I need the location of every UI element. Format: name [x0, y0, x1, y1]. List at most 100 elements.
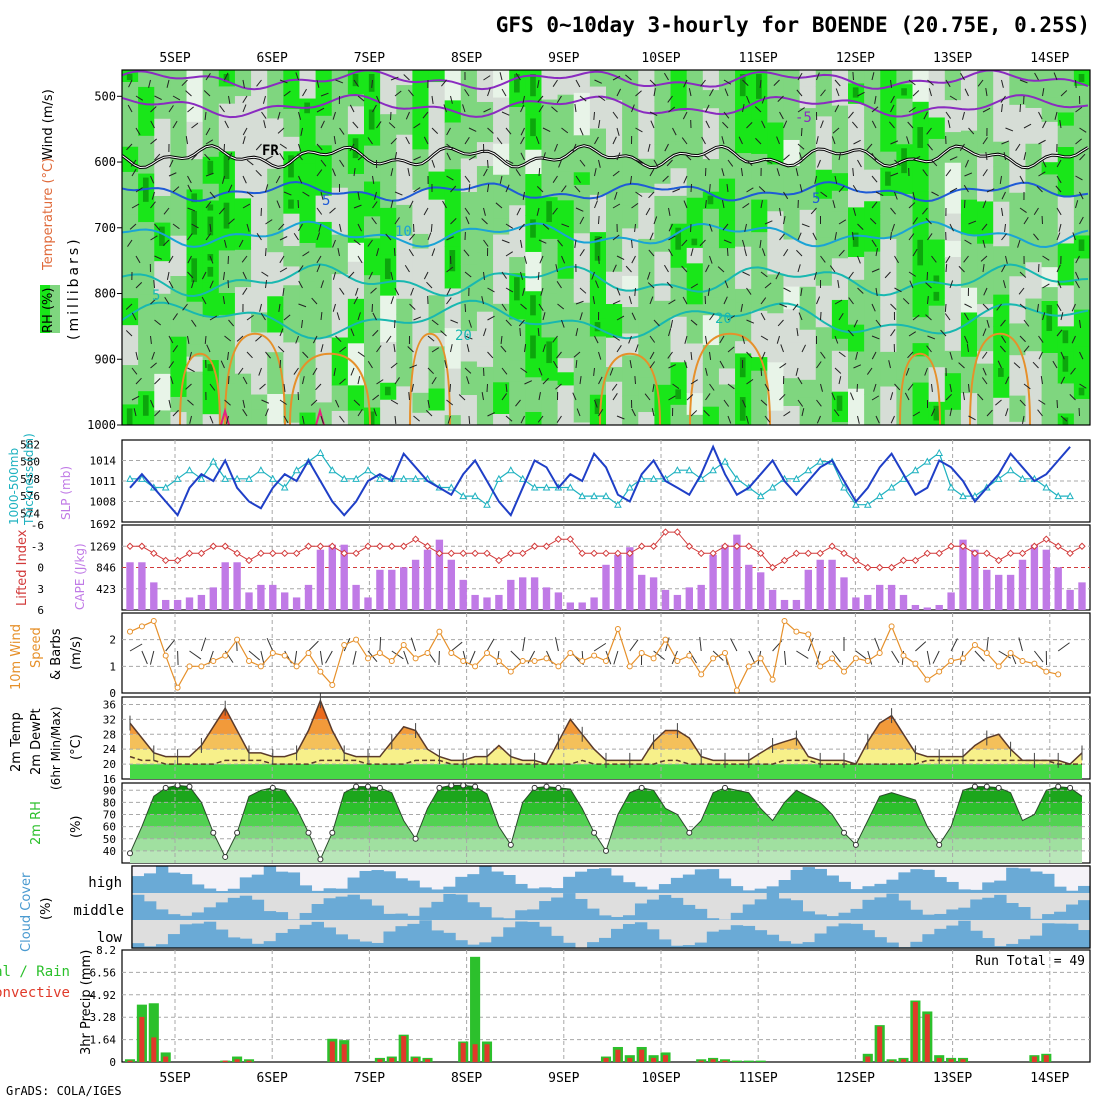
wind-barb	[986, 319, 990, 328]
wind-barbs-layer	[125, 71, 1087, 425]
wind-barb	[279, 328, 284, 337]
wind-barb	[135, 187, 143, 193]
wind-barb	[651, 408, 655, 417]
wind-barb	[593, 111, 595, 121]
cape-bar	[126, 562, 134, 610]
wind-barb	[205, 73, 211, 81]
wind-barb	[594, 236, 603, 241]
rh-cell	[977, 201, 994, 245]
rh-cell	[154, 373, 171, 412]
rh-cell	[670, 110, 688, 127]
wind-barb	[393, 344, 396, 353]
thickness-point	[721, 457, 729, 465]
wind10m-barb	[915, 641, 927, 652]
precip-convective-bar	[900, 1059, 907, 1062]
cloud-cell	[958, 889, 971, 893]
cloud-cell	[778, 941, 792, 948]
wind-barb	[612, 136, 617, 145]
wind-barb	[764, 282, 772, 289]
rh-cell	[525, 149, 543, 175]
cloud-cell	[275, 912, 289, 920]
wind-barb	[353, 79, 359, 87]
cape-bar	[721, 544, 729, 610]
wind-barb	[848, 271, 854, 279]
wind-barb	[761, 351, 766, 360]
rh-cell	[283, 136, 301, 152]
wind-barb	[279, 153, 285, 161]
cloud-cell	[706, 931, 720, 948]
wind-barb	[727, 346, 735, 353]
rh-point	[841, 829, 847, 836]
rh-point	[507, 841, 514, 848]
cloud-cell	[1030, 918, 1043, 920]
wind-barb	[129, 223, 137, 230]
rh-cell	[880, 338, 897, 353]
wind-barb	[834, 104, 840, 113]
wind10m-point	[662, 636, 669, 643]
wind-barb	[1023, 123, 1032, 129]
wind-barb	[520, 239, 523, 248]
wind-barb	[684, 360, 688, 369]
wind-barb	[125, 303, 133, 310]
wind10m-point	[805, 631, 812, 638]
rh-cell	[444, 328, 462, 370]
cloud-cell	[155, 944, 169, 948]
wind-barb	[394, 191, 403, 196]
rh-point	[1067, 784, 1074, 791]
wind10m-barb	[294, 650, 298, 665]
cape-bar	[947, 592, 955, 610]
wind-barb	[205, 172, 214, 177]
top-date-label: 13SEP	[933, 51, 972, 66]
wind-barb	[813, 271, 817, 280]
rh-tick-label: 80	[103, 796, 116, 809]
rh-cell	[557, 372, 575, 387]
wind-barb	[524, 344, 527, 353]
wind-barb	[799, 184, 803, 193]
wind10m-barb	[129, 643, 143, 652]
rh-cell-dark	[594, 236, 601, 261]
wind-barb	[761, 120, 766, 129]
wind-barb	[242, 175, 247, 184]
precip-tick-label: 0	[109, 1056, 116, 1069]
cloud-cell	[970, 889, 983, 893]
rh-cell	[476, 346, 494, 368]
wind-barb	[464, 367, 472, 374]
wind-barb	[834, 299, 843, 305]
wind-barb	[958, 265, 965, 273]
rh-cell	[1025, 298, 1043, 339]
cloud-cell	[790, 869, 803, 893]
rh-cell	[412, 70, 430, 108]
wind-barb	[982, 303, 989, 311]
wind-barb	[579, 287, 587, 294]
rh-point	[555, 784, 562, 791]
cloud-cell	[539, 887, 552, 893]
wind-barb	[982, 239, 986, 248]
cloud-cell	[587, 908, 600, 920]
wind-barb	[263, 120, 266, 129]
rh-cell	[993, 381, 1010, 399]
wind-barb	[907, 121, 914, 129]
thickness-point	[471, 492, 479, 500]
cloud-cell	[299, 924, 313, 948]
wind-barb	[949, 408, 953, 417]
wind-barb	[801, 223, 810, 228]
wind10m-barb	[974, 650, 985, 662]
wind-barb	[709, 88, 714, 97]
wind-barb	[873, 383, 877, 392]
wind-barb	[1038, 111, 1043, 120]
wind-barb	[204, 111, 207, 121]
cloud-cell	[1006, 943, 1019, 948]
pressure-tick-label: 600	[94, 155, 116, 169]
wind-barb	[820, 191, 828, 198]
rh-cell	[799, 195, 817, 211]
wind-barb	[496, 137, 503, 145]
wind-barb	[150, 201, 156, 209]
rh-cell	[396, 253, 413, 286]
rh-cell	[864, 251, 881, 296]
rh-cell	[815, 154, 833, 171]
rh-cell	[606, 367, 623, 383]
thickness-point	[185, 466, 194, 474]
wind-barb	[816, 361, 822, 369]
precip-convective-bar	[234, 1059, 240, 1062]
rh-point	[1055, 783, 1062, 790]
